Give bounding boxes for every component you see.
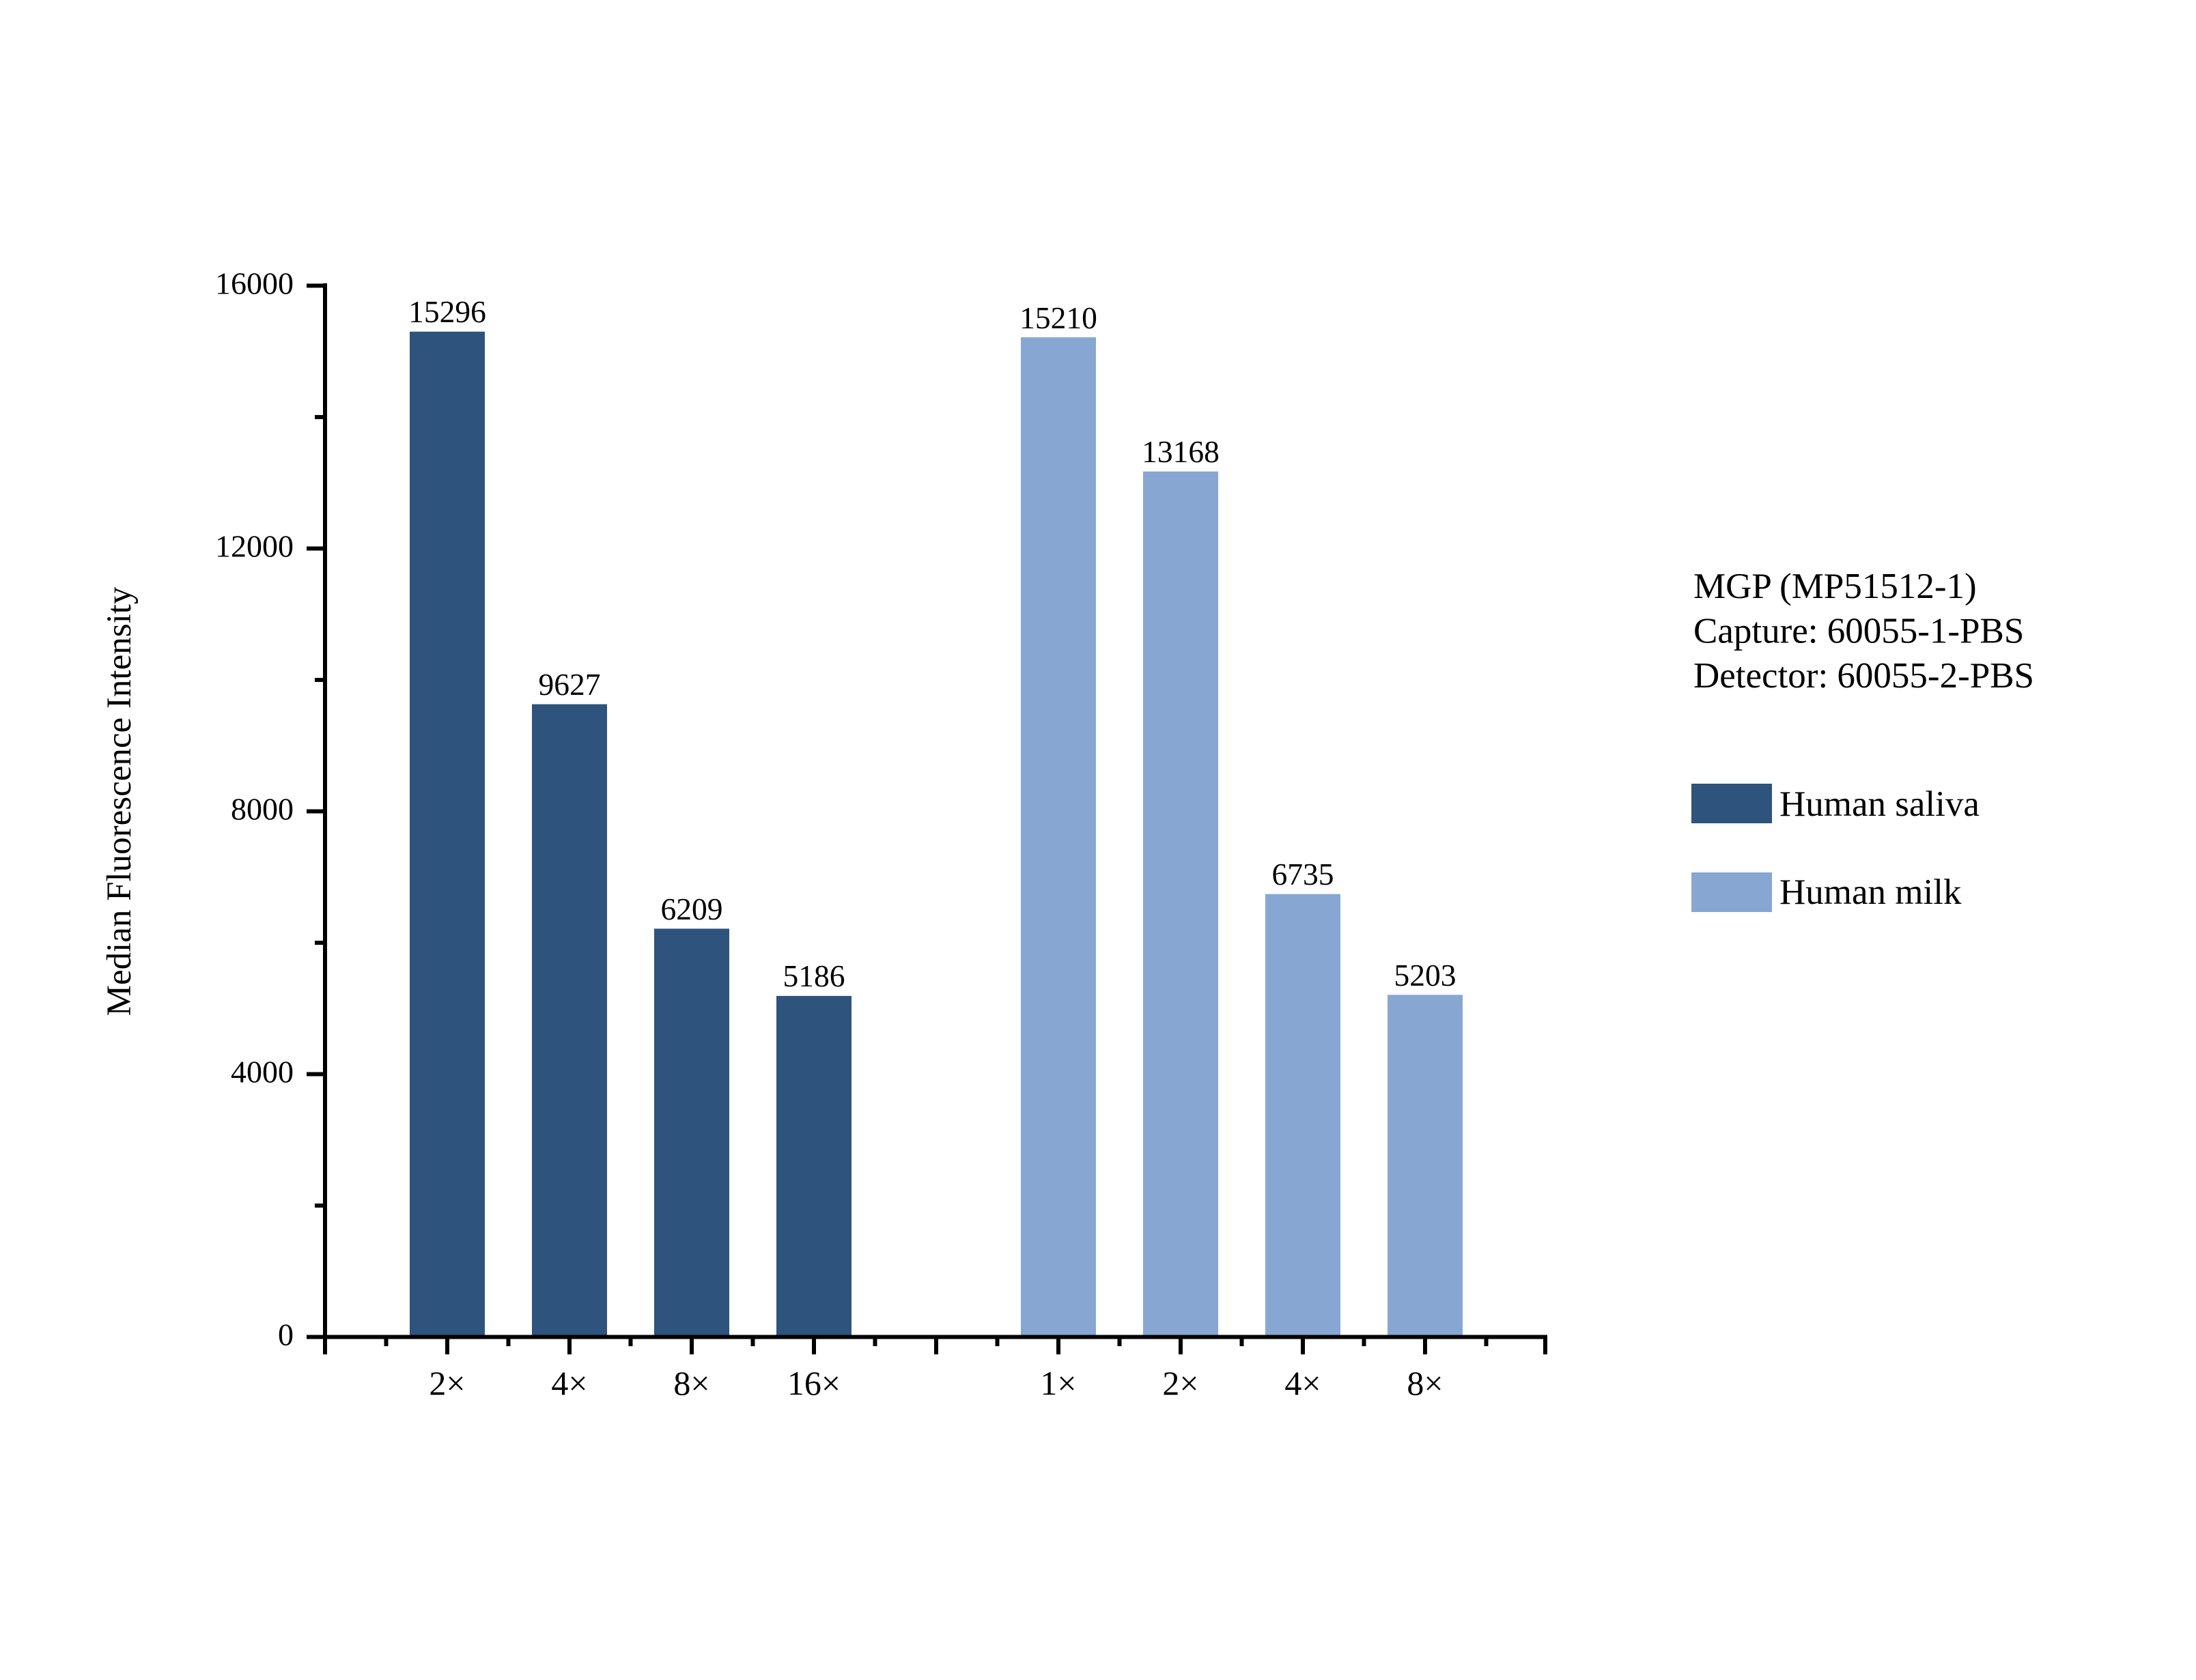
svg-text:12000: 12000 <box>215 529 294 564</box>
svg-text:9627: 9627 <box>539 667 601 702</box>
svg-text:MGP (MP51512-1): MGP (MP51512-1) <box>1693 567 1977 606</box>
svg-text:Detector: 60055-2-PBS: Detector: 60055-2-PBS <box>1693 656 2034 696</box>
svg-text:Capture: 60055-1-PBS: Capture: 60055-1-PBS <box>1693 612 2024 651</box>
svg-text:4000: 4000 <box>231 1055 294 1090</box>
svg-text:Human saliva: Human saliva <box>1779 784 1980 824</box>
svg-text:8000: 8000 <box>231 792 294 827</box>
svg-text:15296: 15296 <box>408 294 486 329</box>
svg-text:6735: 6735 <box>1272 857 1334 892</box>
svg-text:8×: 8× <box>673 1364 709 1402</box>
svg-text:8×: 8× <box>1407 1364 1443 1402</box>
svg-text:5203: 5203 <box>1394 958 1456 993</box>
svg-text:0: 0 <box>278 1318 294 1352</box>
svg-text:15210: 15210 <box>1019 300 1097 335</box>
svg-text:2×: 2× <box>1162 1364 1198 1402</box>
svg-text:4×: 4× <box>551 1364 587 1402</box>
svg-text:2×: 2× <box>429 1364 465 1402</box>
svg-text:13168: 13168 <box>1142 434 1220 469</box>
svg-text:Median Fluorescence Intensity: Median Fluorescence Intensity <box>100 586 139 1016</box>
svg-text:5186: 5186 <box>783 958 845 993</box>
svg-text:16000: 16000 <box>215 266 294 301</box>
svg-text:Human milk: Human milk <box>1779 872 1962 912</box>
svg-text:4×: 4× <box>1284 1364 1321 1402</box>
svg-text:16×: 16× <box>787 1364 841 1402</box>
svg-text:6209: 6209 <box>661 892 723 926</box>
svg-text:1×: 1× <box>1040 1364 1076 1402</box>
